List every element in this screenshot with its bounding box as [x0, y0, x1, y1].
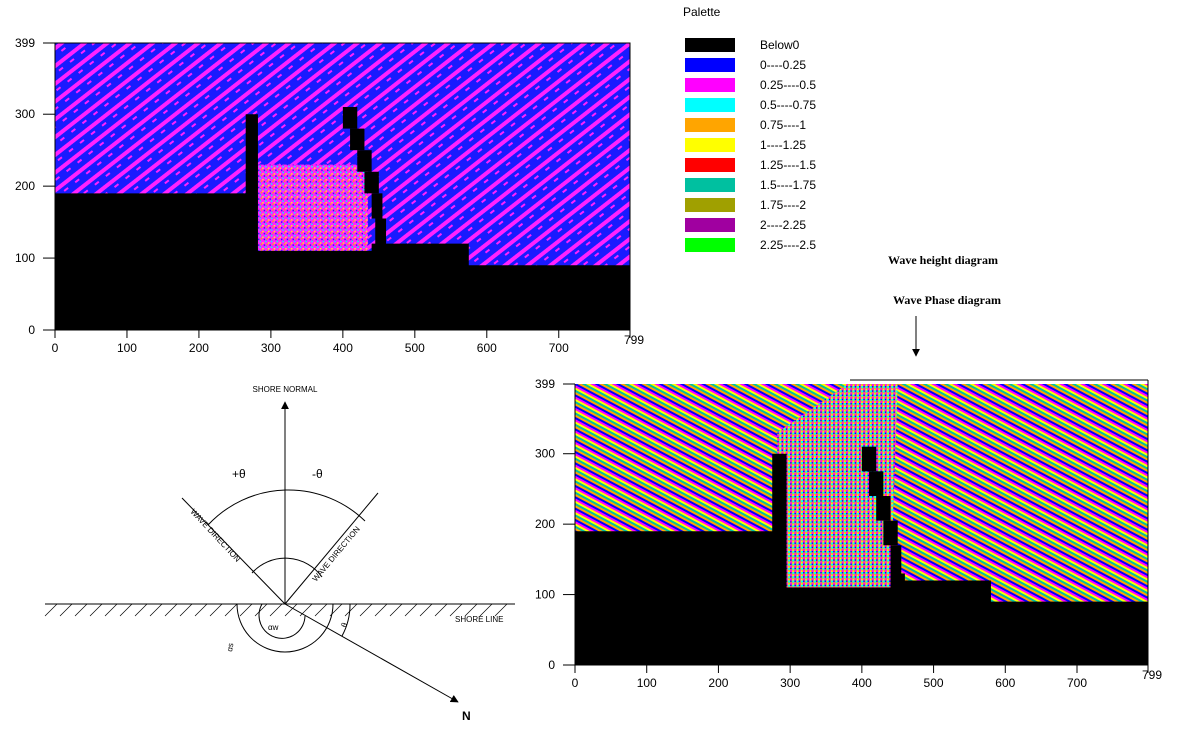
theta-small-arc: [341, 603, 351, 637]
shore-normal-label: SHORE NORMAL: [253, 385, 318, 394]
y-tick-label: 0: [548, 658, 555, 672]
y-tick-label: 200: [535, 517, 555, 531]
land: [55, 114, 630, 330]
wave-direction-line: [284, 492, 379, 605]
palette-swatch: [685, 118, 735, 132]
palette-label: 0----0.25: [760, 58, 806, 72]
x-tick-label: 700: [549, 341, 569, 355]
breakwater: [861, 446, 905, 588]
alpha-w-arc: [258, 603, 306, 639]
y-tick-label: 100: [15, 251, 35, 265]
x-tick-label: 200: [708, 676, 728, 690]
palette-label: 2.25----2.5: [760, 238, 816, 252]
minus-theta-label: -θ: [312, 467, 323, 481]
wave-direction-label: WAVE DIRECTION: [311, 525, 362, 584]
x-tick-label: 400: [852, 676, 872, 690]
x-tick-label: 500: [405, 341, 425, 355]
palette-swatch: [685, 158, 735, 172]
y-tick-label: 100: [535, 588, 555, 602]
wave-direction-line: [181, 497, 286, 605]
turbulent-region: [777, 384, 898, 588]
x-tick-label: 700: [1067, 676, 1087, 690]
x-tick-label: 600: [995, 676, 1015, 690]
palette-label: 1.75----2: [760, 198, 806, 212]
x-tick-label: 0: [52, 341, 59, 355]
palette-label: 0.5----0.75: [760, 98, 816, 112]
x-tick-label: 0: [572, 676, 579, 690]
land: [575, 453, 1148, 665]
alpha-s-label: αs: [225, 642, 235, 652]
palette-swatch: [685, 58, 735, 72]
plot-area: [575, 384, 1148, 665]
palette-label: 0.75----1: [760, 118, 806, 132]
wave-direction-label: WAVE DIRECTION: [189, 507, 243, 564]
small-arc: [251, 557, 323, 578]
x-tick-label: 300: [780, 676, 800, 690]
turbulent-region: [257, 164, 369, 251]
palette-swatch: [685, 218, 735, 232]
shore-hatching: [44, 603, 508, 617]
palette-title: Palette: [683, 5, 721, 19]
alpha-w-label: αw: [268, 623, 279, 632]
palette-swatch: [685, 238, 735, 252]
wave-height-caption: Wave height diagram: [888, 253, 998, 267]
palette-swatch: [685, 78, 735, 92]
y-tick-label: 399: [15, 36, 35, 50]
palette-label: Below0: [760, 38, 800, 52]
wave-phase-caption: Wave Phase diagram: [893, 293, 1001, 307]
plus-theta-label: +θ: [232, 467, 246, 481]
palette-swatch: [685, 38, 735, 52]
x-tick-label: 500: [924, 676, 944, 690]
y-tick-label: 300: [15, 107, 35, 121]
breakwater: [342, 107, 387, 251]
north-arrow: [284, 603, 459, 703]
x-tick-label: 400: [333, 341, 353, 355]
palette-swatch: [685, 98, 735, 112]
x-tick-label: 100: [637, 676, 657, 690]
y-tick-label: 200: [15, 179, 35, 193]
wave-height-plot: 0 100 200 300 399 0 100 200 300 400 500 600 700 799: [15, 36, 644, 355]
palette-label: 1.25----1.5: [760, 158, 816, 172]
x-tick-label: 799: [624, 333, 644, 347]
x-tick-label: 600: [477, 341, 497, 355]
alpha-s-arc: [236, 603, 334, 653]
shore-diagram: [44, 401, 515, 703]
palette: Below0 0----0.25 0.25----0.5 0.5----0.75 0.7…: [685, 38, 816, 252]
plot-area: [55, 107, 630, 330]
palette-label: 1.5----1.75: [760, 178, 816, 192]
palette-label: 2----2.25: [760, 218, 806, 232]
theta-label: θ: [339, 621, 349, 629]
shore-line-label: SHORE LINE: [455, 615, 503, 624]
diagram-labels: SHORE NORMAL +θ -θ WAVE DIRECTION WAVE D…: [189, 385, 504, 723]
y-tick-label: 300: [535, 447, 555, 461]
north-label: N: [462, 709, 471, 723]
palette-swatch: [685, 138, 735, 152]
palette-label: 1----1.25: [760, 138, 806, 152]
x-tick-label: 100: [117, 341, 137, 355]
palette-swatch: [685, 178, 735, 192]
x-tick-label: 300: [261, 341, 281, 355]
y-tick-label: 399: [535, 377, 555, 391]
x-tick-label: 799: [1142, 668, 1162, 682]
theta-arc: [207, 489, 366, 526]
palette-swatch: [685, 198, 735, 212]
wave-phase-plot: 0 100 200 300 399 0 100 200 300 400 500 600 700 799: [535, 377, 1162, 690]
palette-label: 0.25----0.5: [760, 78, 816, 92]
x-tick-label: 200: [189, 341, 209, 355]
y-tick-label: 0: [28, 323, 35, 337]
